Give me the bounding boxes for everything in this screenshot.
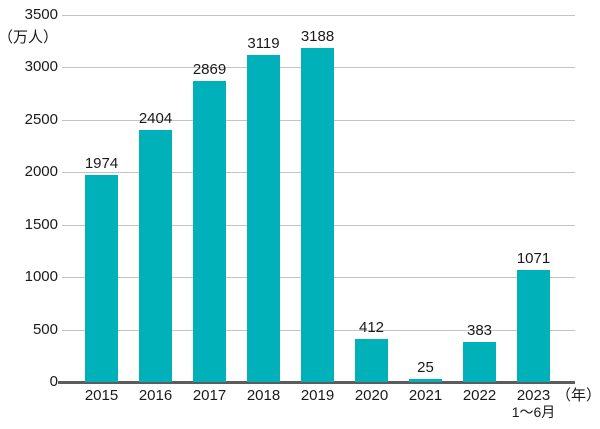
y-axis-tick-label: 3500 bbox=[24, 6, 58, 23]
y-axis-tick-label: 1000 bbox=[24, 268, 58, 285]
bar-value-label: 383 bbox=[466, 322, 493, 339]
x-axis-tick-label: 2022 bbox=[462, 387, 497, 404]
bar bbox=[517, 270, 550, 382]
bar-value-label: 1974 bbox=[84, 155, 119, 172]
y-axis-tick-label: 0 bbox=[49, 373, 58, 390]
y-axis-tick-label: 2000 bbox=[24, 163, 58, 180]
bar-value-label: 3188 bbox=[300, 28, 335, 45]
bar bbox=[139, 130, 172, 382]
y-axis-tick-label: 2500 bbox=[24, 111, 58, 128]
bar bbox=[247, 55, 280, 382]
x-axis-line bbox=[58, 381, 575, 384]
bar-value-label: 412 bbox=[358, 319, 385, 336]
bar bbox=[85, 175, 118, 382]
x-axis-tick-label: 2015 bbox=[84, 387, 119, 404]
y-axis-unit-label: （万人） bbox=[0, 29, 59, 46]
bar bbox=[463, 342, 496, 382]
x-axis-tick-label: 2018 bbox=[246, 387, 281, 404]
bar bbox=[301, 48, 334, 382]
y-axis-tick-label: 1500 bbox=[24, 216, 58, 233]
x-axis-tick-label: 2020 bbox=[354, 387, 389, 404]
bar bbox=[193, 81, 226, 382]
bar-value-label: 2869 bbox=[192, 61, 227, 78]
gridline bbox=[62, 15, 575, 16]
y-axis-tick-label: 500 bbox=[32, 321, 58, 338]
x-axis-tick-label: 2019 bbox=[300, 387, 335, 404]
y-axis-tick-label: 3000 bbox=[24, 58, 58, 75]
bar-value-label: 2404 bbox=[138, 110, 173, 127]
bar-value-label: 1071 bbox=[516, 250, 551, 267]
x-axis-tick-label: 2023 bbox=[516, 387, 551, 404]
bar-value-label: 25 bbox=[417, 359, 434, 376]
x-axis-tick-label: 2017 bbox=[192, 387, 227, 404]
x-axis-tick-label: 2016 bbox=[138, 387, 173, 404]
bar-sub-label: 1～6月 bbox=[511, 404, 556, 420]
bar bbox=[355, 339, 388, 382]
x-axis-tick-label: 2021 bbox=[408, 387, 443, 404]
bar bbox=[409, 379, 442, 382]
x-axis-unit-label: （年） bbox=[556, 387, 600, 404]
bar-value-label: 3119 bbox=[247, 35, 280, 52]
